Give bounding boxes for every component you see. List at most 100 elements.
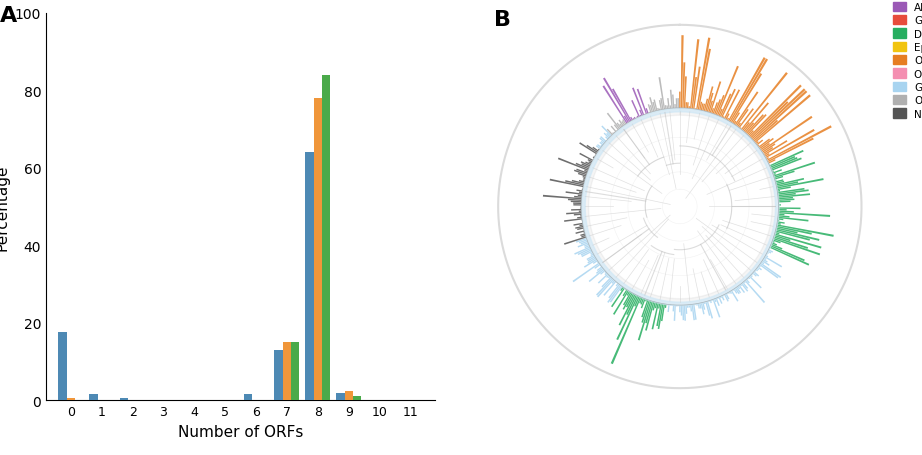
Bar bbox=[682, 305, 684, 320]
Bar bbox=[580, 208, 581, 209]
Bar bbox=[579, 240, 587, 244]
Bar bbox=[774, 235, 790, 242]
Bar bbox=[573, 223, 583, 226]
Bar bbox=[659, 109, 660, 111]
Bar bbox=[710, 82, 721, 114]
Bar bbox=[594, 156, 596, 157]
Bar bbox=[776, 178, 804, 186]
Bar bbox=[761, 262, 764, 265]
Bar bbox=[665, 304, 667, 308]
Bar bbox=[612, 133, 614, 135]
Bar bbox=[776, 226, 812, 235]
Bar bbox=[639, 298, 643, 304]
Bar bbox=[632, 119, 634, 121]
Bar bbox=[708, 301, 710, 302]
Bar bbox=[771, 158, 798, 170]
Bar bbox=[717, 66, 739, 116]
Bar bbox=[771, 244, 783, 250]
Bar bbox=[701, 303, 704, 315]
Bar bbox=[777, 223, 781, 225]
Bar bbox=[694, 304, 696, 305]
Bar bbox=[579, 225, 583, 227]
Bar bbox=[620, 124, 622, 128]
Bar bbox=[775, 231, 810, 241]
Bar bbox=[765, 255, 768, 258]
Bar bbox=[690, 305, 692, 312]
Bar bbox=[595, 155, 597, 156]
Bar bbox=[723, 117, 725, 119]
Bar bbox=[773, 170, 782, 174]
Bar bbox=[345, 391, 353, 400]
Bar bbox=[776, 228, 798, 234]
Bar bbox=[742, 123, 750, 131]
Bar bbox=[729, 59, 768, 123]
Bar bbox=[415, 399, 423, 400]
Bar bbox=[588, 162, 592, 164]
Bar bbox=[582, 164, 589, 168]
Bar bbox=[680, 36, 684, 109]
Bar bbox=[596, 278, 613, 296]
Bar bbox=[581, 241, 588, 245]
Bar bbox=[749, 276, 762, 289]
Bar bbox=[603, 78, 631, 123]
Bar bbox=[630, 117, 632, 121]
Bar bbox=[772, 243, 777, 246]
Bar bbox=[778, 212, 830, 217]
Bar bbox=[776, 225, 833, 238]
Bar bbox=[767, 126, 832, 162]
Bar bbox=[574, 247, 590, 255]
Bar bbox=[711, 300, 713, 301]
Bar bbox=[636, 116, 638, 118]
Bar bbox=[778, 216, 789, 218]
Bar bbox=[727, 293, 728, 294]
Bar bbox=[720, 94, 731, 117]
Bar bbox=[575, 163, 589, 170]
Bar bbox=[660, 99, 664, 110]
Bar bbox=[708, 101, 713, 113]
Bar bbox=[606, 275, 609, 278]
Bar bbox=[754, 270, 755, 272]
Bar bbox=[645, 302, 655, 331]
Bar bbox=[713, 299, 720, 318]
Bar bbox=[575, 226, 584, 229]
Bar bbox=[774, 171, 795, 179]
Bar bbox=[641, 298, 644, 305]
Bar bbox=[767, 251, 772, 254]
Bar bbox=[711, 109, 715, 114]
Bar bbox=[689, 305, 690, 308]
Bar bbox=[770, 247, 810, 266]
Bar bbox=[609, 286, 622, 303]
Bar bbox=[736, 287, 741, 293]
Bar bbox=[572, 181, 584, 185]
Bar bbox=[580, 216, 582, 217]
Bar bbox=[772, 158, 802, 172]
Bar bbox=[684, 77, 687, 109]
Bar bbox=[738, 286, 740, 289]
Bar bbox=[576, 169, 587, 174]
Bar bbox=[606, 140, 608, 142]
Bar bbox=[703, 99, 708, 112]
Bar bbox=[728, 58, 765, 122]
Bar bbox=[692, 304, 695, 321]
Bar bbox=[634, 297, 640, 307]
Bar bbox=[678, 99, 679, 109]
Bar bbox=[755, 142, 759, 145]
Bar bbox=[687, 103, 689, 109]
Bar bbox=[777, 222, 785, 224]
Bar bbox=[678, 305, 679, 306]
Bar bbox=[590, 253, 593, 255]
Bar bbox=[774, 177, 783, 180]
Bar bbox=[739, 285, 745, 293]
Bar bbox=[764, 154, 770, 157]
Bar bbox=[721, 296, 725, 301]
Bar bbox=[616, 283, 619, 287]
Bar bbox=[653, 302, 656, 311]
Bar bbox=[584, 233, 585, 234]
Bar bbox=[66, 399, 75, 400]
Bar bbox=[617, 123, 621, 129]
Bar bbox=[641, 300, 648, 318]
Bar bbox=[778, 214, 785, 216]
Bar bbox=[721, 90, 736, 118]
Bar bbox=[767, 253, 769, 254]
Bar bbox=[645, 109, 648, 114]
